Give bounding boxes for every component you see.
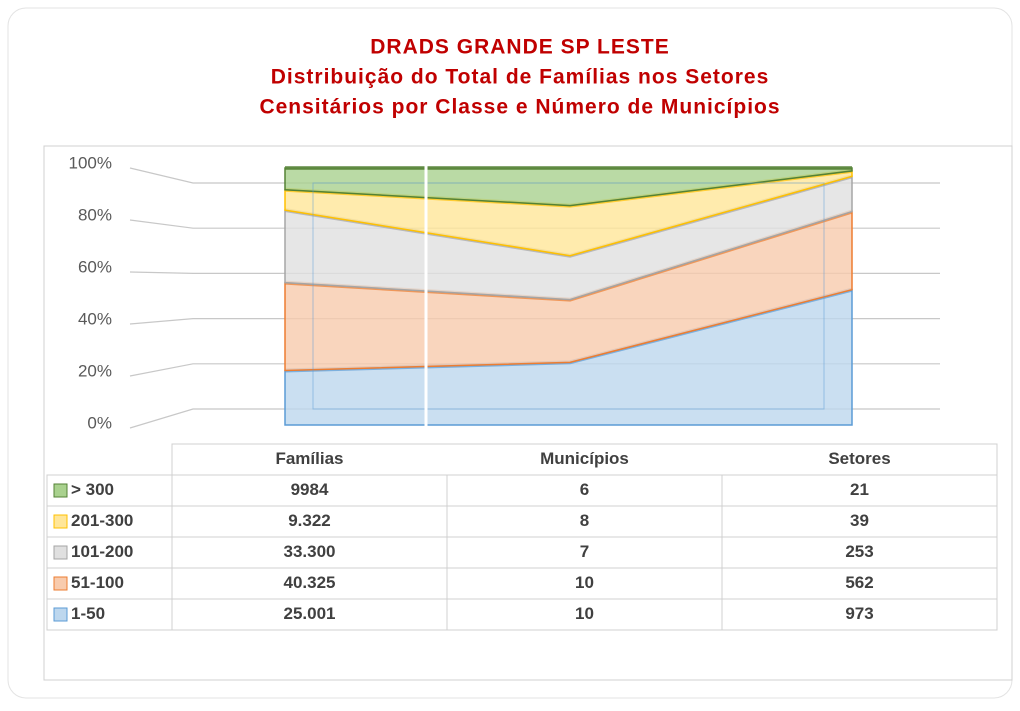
y-tick-label: 100% (69, 153, 112, 172)
chart-title: Distribuição do Total de Famílias nos Se… (271, 66, 770, 89)
table-cell: 10 (575, 604, 594, 623)
table-cell: 9984 (291, 480, 329, 499)
table-cell: 9.322 (288, 511, 331, 530)
table-cell: 8 (580, 511, 589, 530)
chart-title: Censitários por Classe e Número de Munic… (259, 96, 780, 119)
row-header: 101-200 (71, 542, 133, 561)
table-cell: 10 (575, 573, 594, 592)
table-cell: 562 (845, 573, 873, 592)
y-tick-label: 80% (78, 205, 112, 224)
table-cell: 33.300 (284, 542, 336, 561)
y-tick-label: 20% (78, 361, 112, 380)
table-cell: 253 (845, 542, 873, 561)
legend-key (53, 607, 68, 622)
table-cell: 7 (580, 542, 589, 561)
column-header: Municípios (540, 449, 629, 468)
table-cell: 39 (850, 511, 869, 530)
legend-key (53, 514, 68, 529)
row-header: > 300 (71, 480, 114, 499)
table-cell: 25.001 (284, 604, 336, 623)
table-cell: 40.325 (284, 573, 336, 592)
y-tick-label: 0% (87, 413, 112, 432)
column-header: Setores (828, 449, 890, 468)
table-row (46, 567, 998, 600)
table-row (46, 505, 998, 538)
back-frame (312, 182, 825, 410)
table-row (46, 474, 998, 507)
y-tick-label: 60% (78, 257, 112, 276)
row-header: 1-50 (71, 604, 105, 623)
table-cell: 6 (580, 480, 589, 499)
y-tick-label: 40% (78, 309, 112, 328)
legend-key (53, 483, 68, 498)
legend-key (53, 576, 68, 591)
row-header: 51-100 (71, 573, 124, 592)
table-row (46, 536, 998, 569)
column-header: Famílias (275, 449, 343, 468)
plot-frame (43, 145, 1013, 681)
table-cell: 973 (845, 604, 873, 623)
legend-key (53, 545, 68, 560)
table-row (46, 598, 998, 631)
row-header: 201-300 (71, 511, 133, 530)
chart-title: DRADS GRANDE SP LESTE (370, 36, 670, 59)
table-cell: 21 (850, 480, 869, 499)
